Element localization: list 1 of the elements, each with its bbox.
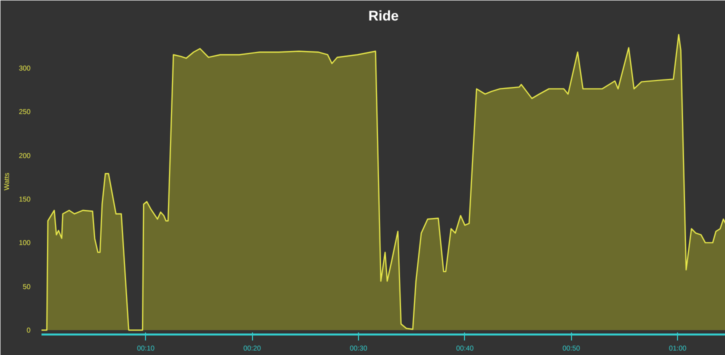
chart-title: Ride <box>368 8 399 24</box>
